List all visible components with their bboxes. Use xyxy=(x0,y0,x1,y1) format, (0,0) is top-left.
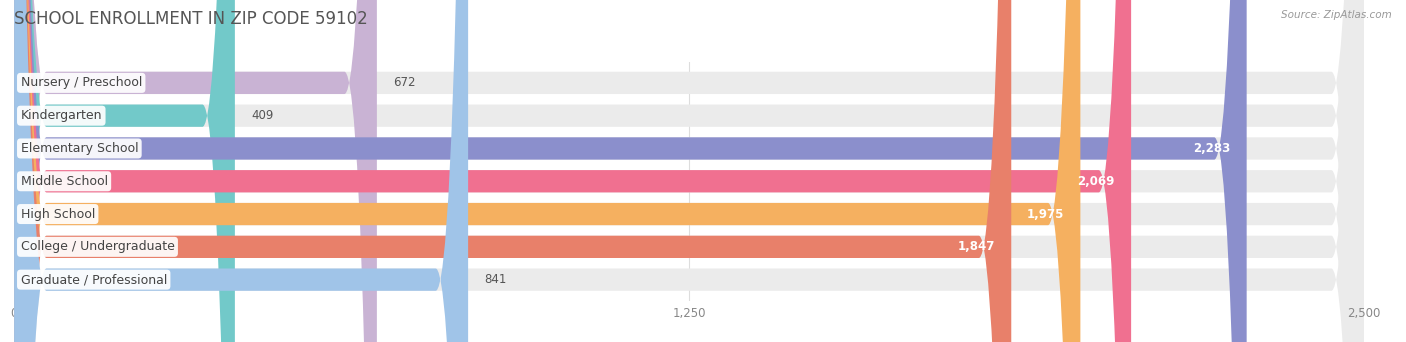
Text: 672: 672 xyxy=(394,76,416,89)
FancyBboxPatch shape xyxy=(14,0,1247,342)
Text: 409: 409 xyxy=(252,109,273,122)
Text: 2,069: 2,069 xyxy=(1077,175,1115,188)
FancyBboxPatch shape xyxy=(14,0,468,342)
Text: Elementary School: Elementary School xyxy=(21,142,138,155)
Text: SCHOOL ENROLLMENT IN ZIP CODE 59102: SCHOOL ENROLLMENT IN ZIP CODE 59102 xyxy=(14,10,368,28)
Text: High School: High School xyxy=(21,208,96,221)
Text: College / Undergraduate: College / Undergraduate xyxy=(21,240,174,253)
FancyBboxPatch shape xyxy=(14,0,1364,342)
FancyBboxPatch shape xyxy=(14,0,1364,342)
Text: Middle School: Middle School xyxy=(21,175,108,188)
FancyBboxPatch shape xyxy=(14,0,235,342)
Text: 1,847: 1,847 xyxy=(957,240,995,253)
Text: Kindergarten: Kindergarten xyxy=(21,109,103,122)
Text: 841: 841 xyxy=(484,273,506,286)
FancyBboxPatch shape xyxy=(14,0,1364,342)
FancyBboxPatch shape xyxy=(14,0,1130,342)
FancyBboxPatch shape xyxy=(14,0,1080,342)
Text: Nursery / Preschool: Nursery / Preschool xyxy=(21,76,142,89)
FancyBboxPatch shape xyxy=(14,0,1364,342)
FancyBboxPatch shape xyxy=(14,0,1364,342)
FancyBboxPatch shape xyxy=(14,0,1364,342)
Text: 1,975: 1,975 xyxy=(1026,208,1064,221)
Text: Source: ZipAtlas.com: Source: ZipAtlas.com xyxy=(1281,10,1392,20)
FancyBboxPatch shape xyxy=(14,0,1011,342)
FancyBboxPatch shape xyxy=(14,0,377,342)
FancyBboxPatch shape xyxy=(14,0,1364,342)
Text: 2,283: 2,283 xyxy=(1194,142,1230,155)
Text: Graduate / Professional: Graduate / Professional xyxy=(21,273,167,286)
